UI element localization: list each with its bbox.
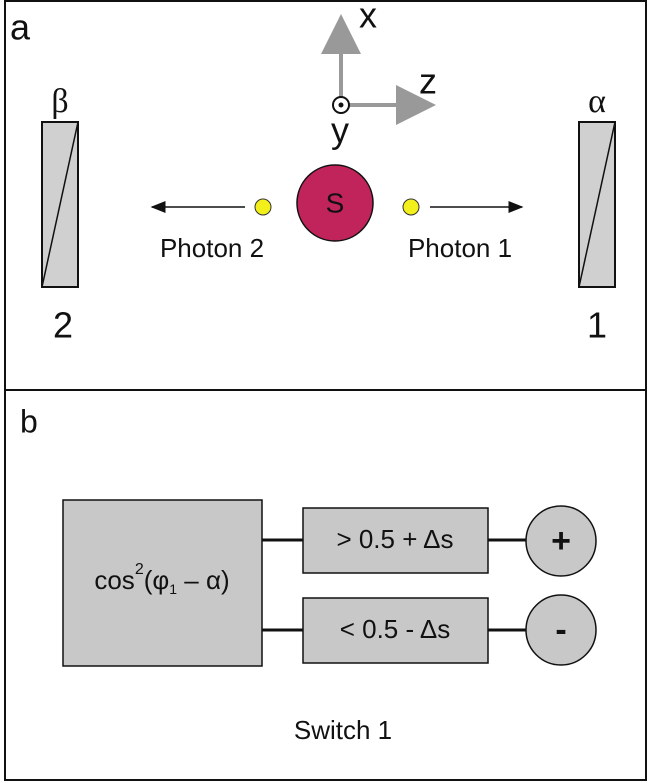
function: cos2(φ1 – α): [94, 561, 229, 596]
polarizer-angle: β: [51, 83, 68, 120]
caption: Switch 1: [294, 715, 392, 745]
function-index: 1: [169, 581, 177, 597]
axis-label: x: [359, 0, 377, 36]
output-label: +: [551, 522, 571, 560]
output-label: -: [555, 611, 566, 649]
function-part: (φ: [144, 565, 170, 595]
photon: [255, 199, 271, 215]
polarizer-angle: α: [588, 83, 606, 120]
photon-label: Photon 2: [160, 233, 264, 263]
source-label: S: [326, 187, 345, 218]
threshold-label: > 0.5 + Δs: [336, 524, 453, 554]
panel-label: b: [20, 403, 38, 439]
axis-label: y: [331, 110, 349, 151]
polarizer-number: 1: [587, 305, 607, 346]
photon: [403, 199, 419, 215]
photon-label: Photon 1: [408, 233, 512, 263]
axis-label: z: [419, 61, 437, 102]
polarizer-number: 2: [53, 305, 73, 346]
y-axis-dot: [339, 103, 344, 108]
function-part: – α): [177, 565, 230, 595]
threshold-label: < 0.5 - Δs: [340, 614, 451, 644]
function-part: cos: [94, 565, 134, 595]
diagram: a x z y β 2 α 1 S Photon 2 Photon 1 b co…: [0, 0, 649, 783]
function-power: 2: [135, 561, 144, 578]
panel-label: a: [10, 7, 31, 48]
